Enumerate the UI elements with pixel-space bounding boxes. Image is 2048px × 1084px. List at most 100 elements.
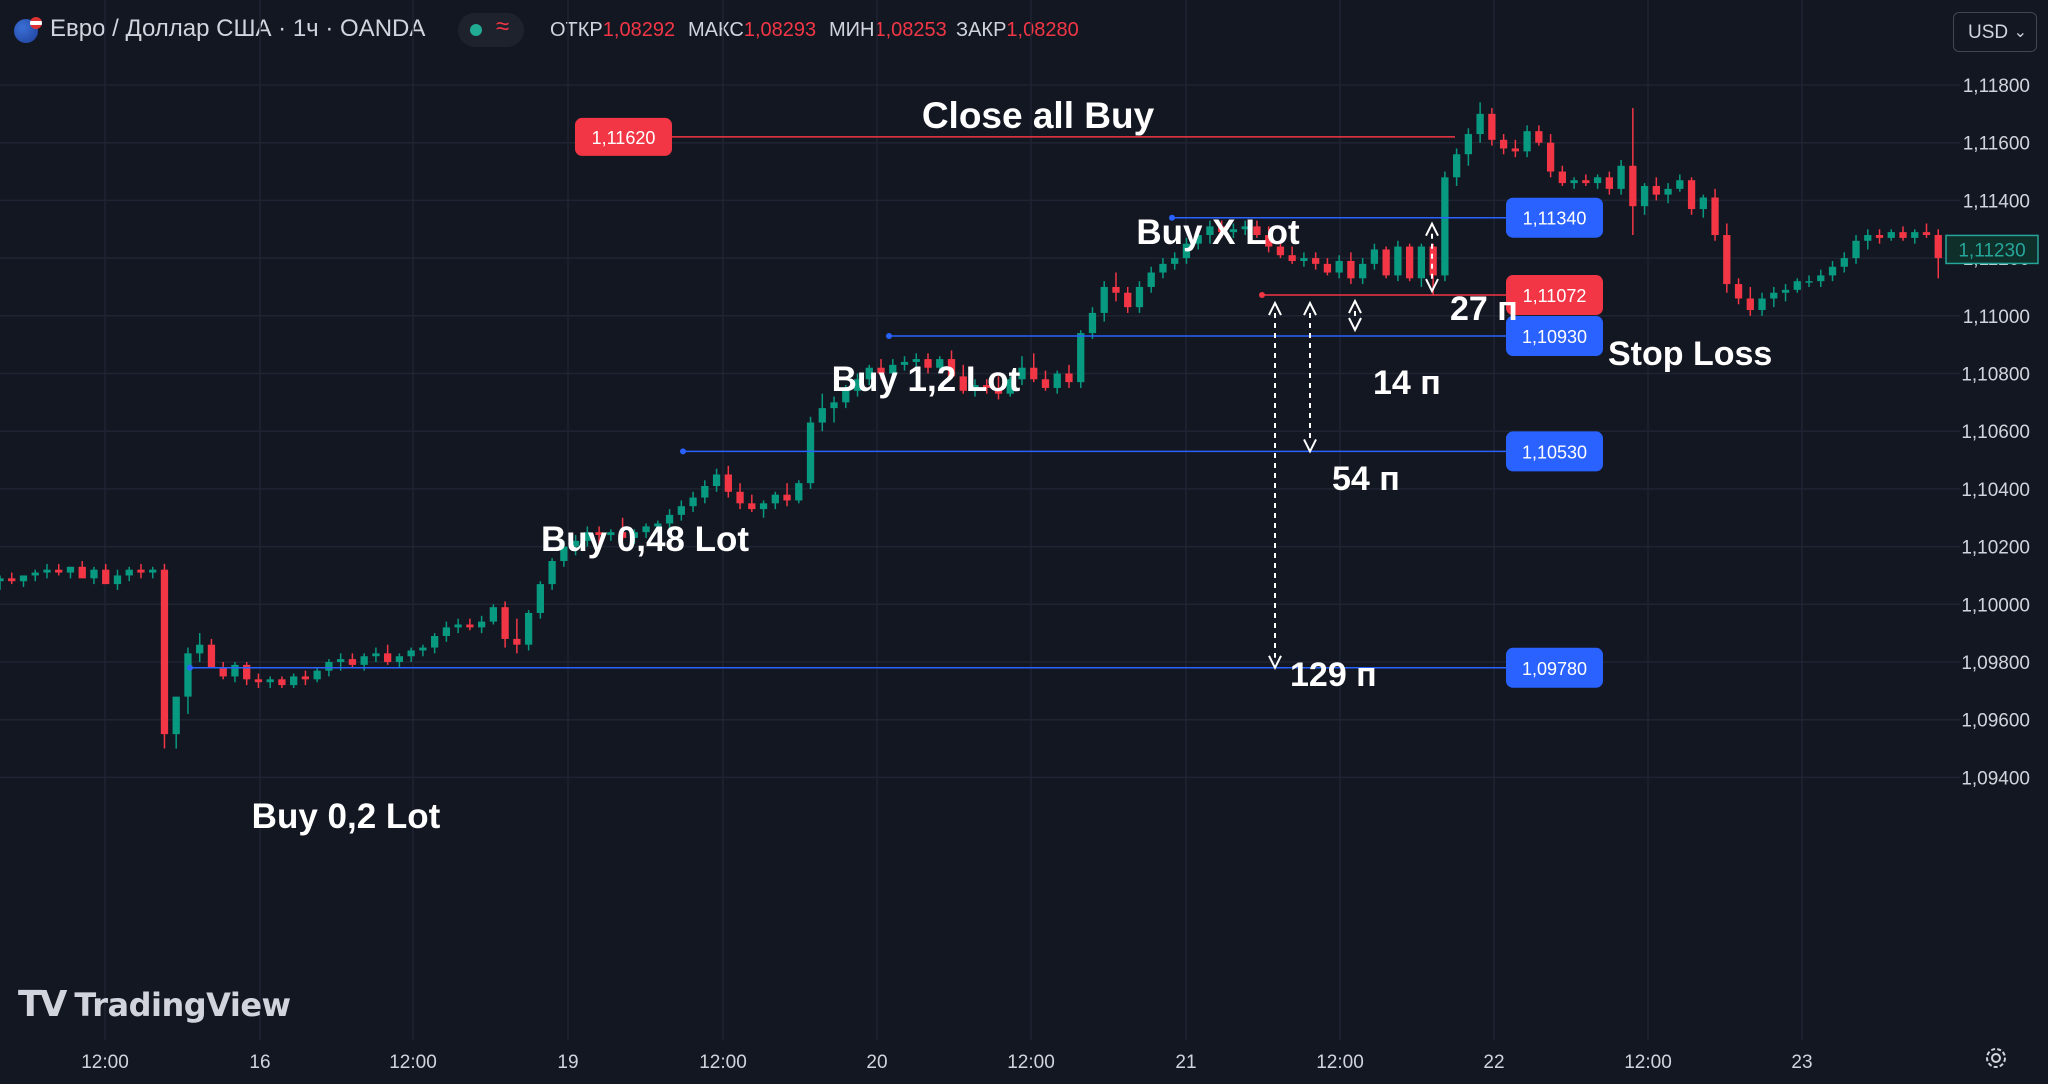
ohlc-close: ЗАКР1,08280	[956, 19, 1079, 42]
candle-body	[1229, 229, 1238, 233]
currency-pair-flag-icon	[14, 17, 42, 43]
candle-body	[1840, 258, 1848, 267]
ohlc-open: ОТКР1,08292	[550, 19, 675, 42]
buy-price-badge	[1506, 431, 1603, 472]
candle-body	[477, 621, 486, 628]
measure-14-arrow-head-down	[1348, 317, 1362, 333]
measure-27-arrow-head-up	[1425, 221, 1439, 237]
symbol-title[interactable]: Евро / Доллар США · 1ч · OANDA	[50, 15, 426, 42]
candle-body	[1417, 246, 1426, 279]
candle-body	[1347, 260, 1355, 279]
candle-body	[771, 494, 779, 504]
candle-body	[1499, 139, 1508, 149]
y-axis-tick: 1,11000	[1963, 307, 2030, 328]
candle-body	[466, 624, 474, 628]
candle-body	[1676, 180, 1684, 189]
gear-icon[interactable]	[1982, 1044, 2010, 1072]
candle-body	[313, 670, 321, 680]
buy-order-anchor	[187, 664, 193, 671]
candle-body	[1770, 292, 1778, 299]
candle-body	[231, 664, 239, 677]
candle-body	[1218, 226, 1226, 233]
candle-body	[583, 532, 591, 541]
candle-body	[90, 569, 98, 579]
candle-body	[665, 514, 674, 524]
ohlc-close-label: ЗАКР	[956, 19, 1007, 41]
candle-body	[1312, 258, 1320, 264]
candle-body	[160, 569, 169, 735]
candle-body	[489, 607, 498, 622]
candle-body	[1241, 226, 1249, 230]
y-axis-tick: 1,10400	[1961, 480, 2030, 501]
candle-body	[1864, 235, 1872, 241]
market-status-pill[interactable]	[458, 13, 524, 47]
candle-body	[207, 644, 216, 668]
candle-body	[818, 408, 826, 423]
candle-body	[971, 385, 979, 391]
candle-body	[254, 679, 263, 683]
candle-body	[1546, 142, 1555, 172]
candle-body	[1112, 286, 1120, 293]
x-axis-tick: 12:00	[81, 1052, 129, 1073]
candle-body	[712, 474, 721, 487]
y-axis-tick: 1,09800	[1961, 653, 2030, 674]
ohlc-high-value: 1,08293	[743, 19, 817, 41]
candle-body	[1805, 281, 1813, 283]
ohlc-high-label: МАКС	[688, 19, 744, 41]
chart-annotation: Buy X Lot	[1136, 213, 1300, 252]
candle-body	[372, 653, 380, 657]
tradingview-logo-text: TradingView	[74, 985, 291, 1024]
candle-body	[290, 676, 298, 686]
ohlc-low-label: МИН	[829, 19, 875, 41]
last-price-badge	[1945, 234, 2039, 265]
candle-body	[8, 578, 16, 582]
candle-body	[900, 361, 909, 365]
buy-price-label: 1,10530	[1522, 442, 1587, 462]
candle-body	[607, 532, 615, 536]
candle-body	[1206, 226, 1214, 236]
candle-body	[501, 607, 509, 639]
candle-body	[1018, 367, 1026, 380]
tradingview-logo-mark: TV	[18, 984, 67, 1025]
candle-body	[1452, 154, 1461, 178]
candle-body	[1781, 289, 1790, 293]
stop-price-label: 1,11072	[1523, 286, 1587, 306]
chart-annotation: 27 п	[1450, 290, 1518, 328]
candle-body	[301, 676, 310, 680]
candle-body	[348, 659, 357, 665]
candle-body	[1593, 177, 1602, 184]
candle-body	[1288, 255, 1296, 261]
y-axis-tick: 1,11400	[1963, 191, 2030, 212]
candle-body	[0, 578, 4, 582]
currency-selector-value: USD	[1968, 22, 2009, 43]
candle-body	[877, 367, 885, 374]
candle-body	[853, 379, 862, 391]
candle-body	[78, 566, 86, 579]
candle-body	[360, 656, 368, 665]
candle-body	[407, 650, 415, 657]
ohlc-high: МАКС1,08293	[688, 19, 816, 42]
candle-body	[1335, 260, 1343, 273]
candle-body	[701, 486, 709, 498]
candle-body	[149, 569, 157, 573]
x-axis-tick: 12:00	[1624, 1052, 1672, 1073]
candle-body	[1088, 312, 1097, 334]
candle-body	[994, 387, 1003, 394]
candle-body	[278, 679, 286, 686]
tradingview-logo[interactable]: TV TradingView	[18, 984, 291, 1025]
y-axis-tick: 1,10800	[1961, 365, 2030, 386]
candle-body	[1911, 232, 1919, 238]
candle-body	[1464, 134, 1473, 155]
candle-body	[1687, 180, 1696, 210]
y-axis-tick: 1,09400	[1961, 768, 2030, 789]
candle-body	[137, 569, 145, 573]
candle-body	[266, 679, 274, 683]
candle-body	[395, 656, 404, 662]
candle-body	[1699, 197, 1707, 210]
currency-selector[interactable]: USD ⌄	[1953, 12, 2037, 52]
candle-body	[1370, 249, 1379, 264]
stop-price-badge	[1506, 275, 1603, 316]
candle-body	[442, 627, 451, 637]
